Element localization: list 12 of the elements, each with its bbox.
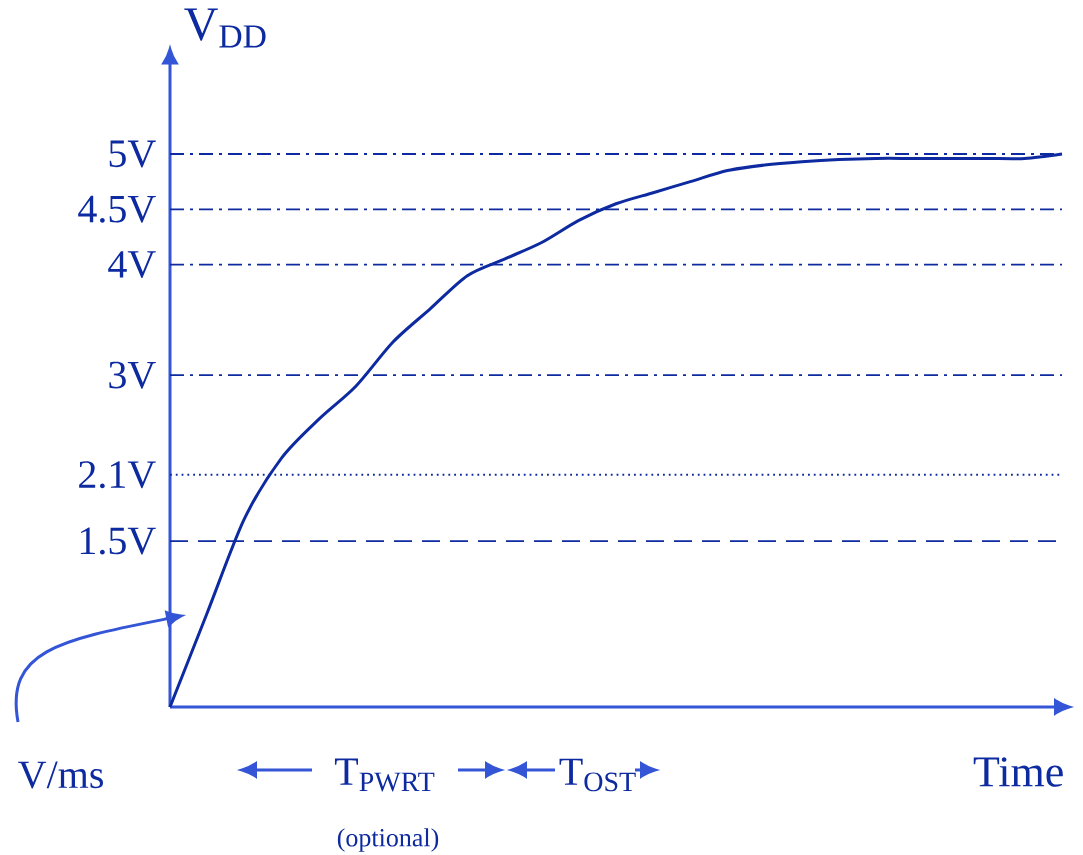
x-axis-title: Time xyxy=(973,757,1063,787)
text: T$_{OST}$ xyxy=(559,758,636,792)
y-tick-label: 4V xyxy=(108,251,156,279)
text: (optional) xyxy=(337,828,439,852)
y-axis-title: V$_{DD}$ xyxy=(184,8,266,48)
y-tick-label: 3V xyxy=(109,361,156,389)
y-tick-label: 1.5V xyxy=(80,527,156,555)
text: T$_{PWRT}$ xyxy=(334,758,435,792)
y-tick-label: 4.5V xyxy=(78,195,156,223)
text: V/ms xyxy=(18,761,103,789)
y-tick-label: 5V xyxy=(109,140,156,168)
y-tick-label: 2.1V xyxy=(79,461,156,489)
